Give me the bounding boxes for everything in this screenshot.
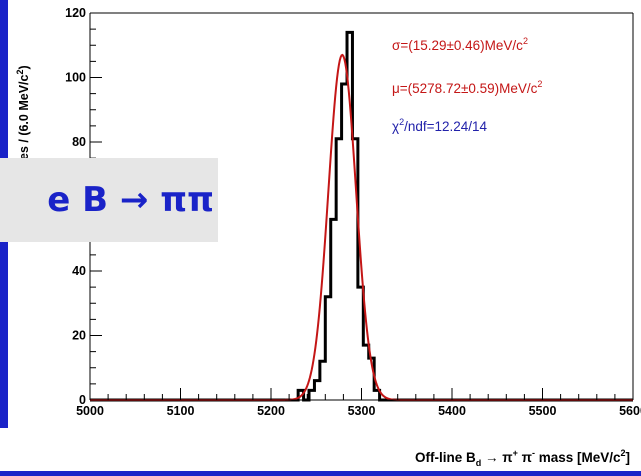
x-tick-label: 5400: [438, 404, 466, 418]
x-tick-label: 5200: [257, 404, 285, 418]
y-axis-label: es / (6.0 MeV/c2): [15, 65, 31, 160]
slide-title: e B → ππ: [47, 180, 214, 220]
y-tick-label: 20: [72, 329, 86, 343]
y-tick-label: 40: [72, 264, 86, 278]
fit-mu-label: μ=(5278.72±0.59)MeV/c2: [392, 79, 542, 96]
x-tick-label: 5100: [167, 404, 195, 418]
x-axis-label: Off-line Bd → π+ π- mass [MeV/c2]: [415, 448, 630, 468]
y-tick-label: 80: [72, 135, 86, 149]
y-tick-label: 120: [65, 6, 86, 20]
x-tick-label: 5000: [76, 404, 104, 418]
y-tick-label: 0: [79, 393, 86, 407]
y-tick-label: 100: [65, 71, 86, 85]
x-tick-label: 5300: [348, 404, 376, 418]
x-tick-label: 5500: [529, 404, 557, 418]
slide-bottom-strip: [0, 428, 8, 471]
slide-title-box: e B → ππ: [0, 158, 218, 242]
fit-sigma-label: σ=(15.29±0.46)MeV/c2: [392, 36, 528, 53]
fit-chi2-label: χ2/ndf=12.24/14: [392, 117, 488, 134]
